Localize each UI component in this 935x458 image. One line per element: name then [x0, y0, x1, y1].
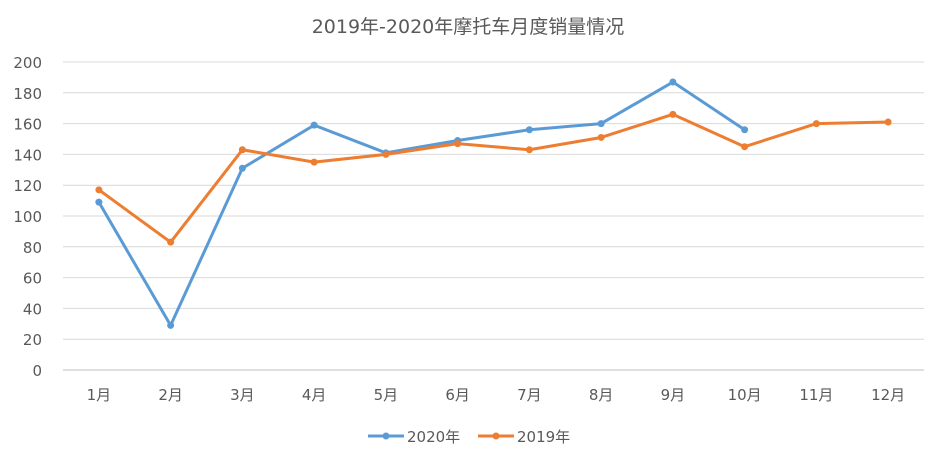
- data-point: [741, 126, 749, 134]
- y-tick-label: 180: [13, 85, 42, 103]
- y-tick-label: 120: [13, 177, 42, 195]
- series-line-2019年: [97, 112, 889, 244]
- x-tick-label: 4月: [302, 386, 327, 404]
- data-point: [525, 146, 533, 154]
- x-tick-label: 3月: [230, 386, 255, 404]
- y-tick-label: 40: [23, 300, 42, 318]
- x-tick-label: 5月: [374, 386, 399, 404]
- chart-title: 2019年-2020年摩托车月度销量情况: [312, 16, 625, 38]
- data-point: [95, 186, 103, 194]
- data-point: [597, 120, 605, 128]
- data-point: [669, 78, 677, 86]
- data-point: [95, 198, 103, 206]
- data-point: [310, 121, 318, 129]
- legend-label: 2020年: [407, 428, 460, 446]
- data-point: [597, 133, 605, 141]
- y-tick-label: 60: [23, 270, 42, 288]
- series-line-2020年: [97, 80, 746, 327]
- data-point: [238, 146, 246, 154]
- y-tick-label: 80: [23, 239, 42, 257]
- x-tick-label: 9月: [661, 386, 686, 404]
- x-tick-label: 11月: [799, 386, 833, 404]
- y-tick-label: 0: [32, 362, 42, 380]
- x-tick-label: 2月: [158, 386, 183, 404]
- data-point: [525, 126, 533, 134]
- data-point: [382, 150, 390, 158]
- legend-marker: [382, 432, 390, 440]
- y-tick-label: 160: [13, 116, 42, 134]
- legend-label: 2019年: [517, 428, 570, 446]
- y-tick-label: 100: [13, 208, 42, 226]
- data-point: [310, 158, 318, 166]
- y-tick-label: 140: [13, 146, 42, 164]
- data-point: [454, 140, 462, 148]
- legend-marker: [492, 432, 500, 440]
- y-tick-label: 20: [23, 331, 42, 349]
- x-tick-label: 7月: [517, 386, 542, 404]
- data-point: [669, 110, 677, 118]
- data-point: [167, 321, 175, 329]
- data-point: [167, 238, 175, 246]
- data-point: [812, 120, 820, 128]
- y-tick-label: 200: [13, 54, 42, 72]
- data-point: [884, 118, 892, 126]
- x-tick-label: 12月: [871, 386, 905, 404]
- data-point: [238, 164, 246, 172]
- data-point: [741, 143, 749, 151]
- x-tick-label: 10月: [728, 386, 762, 404]
- x-tick-label: 1月: [87, 386, 112, 404]
- x-tick-label: 8月: [589, 386, 614, 404]
- x-tick-label: 6月: [445, 386, 470, 404]
